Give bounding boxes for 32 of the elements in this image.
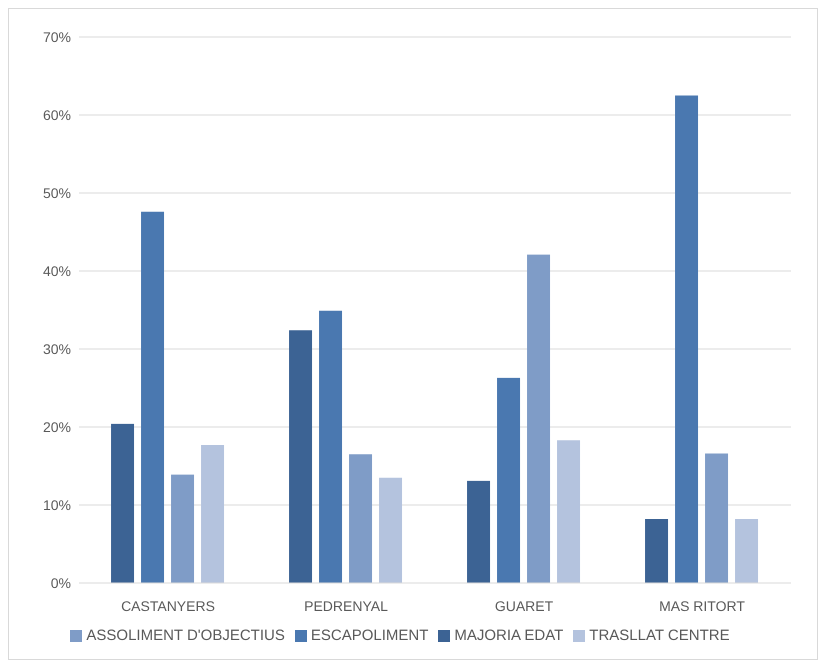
- bar: [171, 474, 194, 583]
- y-tick-label: 20%: [42, 418, 71, 435]
- bar: [527, 254, 550, 583]
- x-tick-label: PEDRENYAL: [304, 598, 388, 614]
- x-tick-label: GUARET: [494, 598, 554, 614]
- bar: [735, 519, 758, 583]
- y-tick-label: 30%: [42, 340, 71, 357]
- bar: [289, 330, 312, 583]
- legend-label: ESCAPOLIMENT: [310, 627, 428, 644]
- bar: [141, 212, 164, 583]
- bar: [497, 378, 520, 583]
- y-tick-label: 60%: [42, 106, 71, 123]
- y-tick-label: 40%: [42, 262, 71, 279]
- y-tick-label: 0%: [50, 574, 71, 591]
- bar: [645, 519, 668, 583]
- bar: [379, 478, 402, 583]
- legend-label: MAJORIA EDAT: [454, 627, 564, 644]
- bar: [319, 310, 342, 583]
- bar: [467, 480, 490, 583]
- x-tick-label: MAS RITORT: [659, 598, 746, 614]
- bar: [705, 454, 728, 583]
- y-tick-label: 50%: [42, 184, 71, 201]
- y-tick-label: 70%: [42, 28, 71, 45]
- legend-label: TRASLLAT CENTRE: [589, 627, 730, 644]
- y-tick-label: 10%: [42, 496, 71, 513]
- bar: [201, 444, 224, 583]
- bar: [111, 424, 134, 583]
- bar: [675, 96, 698, 583]
- bar: [349, 454, 372, 583]
- legend-label: ASSOLIMENT D'OBJECTIUS: [86, 627, 285, 644]
- bar: [557, 440, 580, 583]
- x-tick-label: CASTANYERS: [121, 598, 215, 614]
